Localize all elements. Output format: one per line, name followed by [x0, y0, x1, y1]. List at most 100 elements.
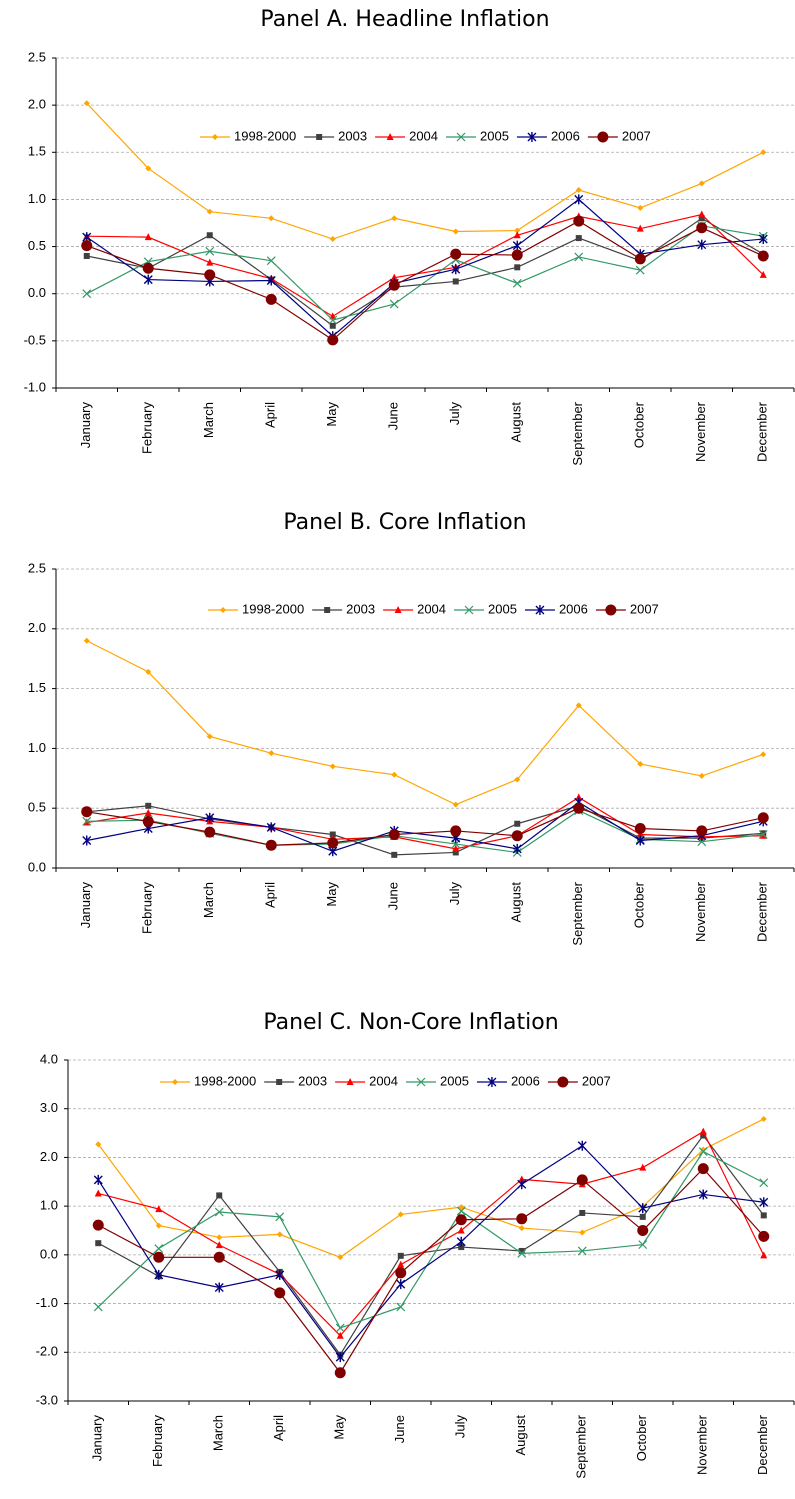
series-line: [86, 225, 764, 321]
data-point: [577, 1246, 587, 1256]
data-point: [452, 844, 460, 852]
y-tick-label: 1.5: [28, 680, 46, 695]
x-tick-label: February: [150, 1415, 165, 1468]
y-tick-label: 0.5: [28, 238, 46, 253]
data-point: [758, 830, 768, 839]
data-point: [82, 289, 92, 299]
data-point: [336, 1331, 344, 1339]
data-point: [514, 227, 521, 234]
data-point: [390, 273, 398, 281]
data-point: [395, 1267, 407, 1279]
data-point: [388, 829, 400, 841]
data-point: [205, 246, 215, 256]
data-point: [575, 235, 582, 242]
data-point: [213, 1251, 225, 1263]
legend-marker: [527, 132, 537, 142]
data-point: [514, 776, 521, 783]
data-point: [92, 1219, 104, 1231]
data-point: [397, 1260, 405, 1268]
chart-title: Panel A. Headline Inflation: [260, 7, 549, 32]
legend-label: 2003: [346, 601, 375, 616]
data-point: [760, 1115, 767, 1122]
data-point: [206, 258, 214, 266]
data-point: [216, 1234, 223, 1241]
data-point: [450, 248, 462, 260]
legend-label: 1998-2000: [234, 128, 296, 143]
x-tick-label: April: [263, 402, 278, 428]
data-point: [637, 204, 644, 211]
data-point: [216, 1192, 223, 1199]
data-point: [452, 801, 459, 808]
data-point: [329, 831, 336, 838]
legend-marker: [535, 605, 545, 615]
legend-label: 2004: [369, 1073, 398, 1088]
x-tick-label: July: [447, 402, 462, 426]
data-point: [575, 702, 582, 709]
data-point: [145, 165, 152, 172]
data-point: [95, 1240, 102, 1247]
data-point: [328, 315, 338, 325]
series-line: [97, 1150, 765, 1329]
data-point: [698, 215, 705, 222]
data-point: [154, 1244, 164, 1253]
data-point: [95, 1141, 102, 1148]
legend-marker: [487, 1077, 497, 1087]
data-point: [700, 1146, 707, 1153]
data-point: [634, 253, 646, 265]
x-tick-label: October: [634, 1414, 649, 1461]
data-point: [697, 1163, 709, 1175]
legend-label: 2007: [622, 128, 651, 143]
data-point: [204, 269, 216, 281]
data-point: [457, 1226, 465, 1234]
legend-marker: [605, 604, 617, 616]
data-point: [155, 1222, 162, 1229]
data-point: [143, 274, 153, 285]
legend-marker: [220, 607, 226, 613]
x-tick-label: May: [324, 882, 339, 907]
data-point: [142, 262, 154, 274]
data-point: [397, 1252, 404, 1259]
x-tick-label: March: [201, 882, 216, 918]
data-point: [512, 843, 522, 854]
series-line: [86, 102, 764, 240]
y-tick-label: 1.0: [40, 1198, 58, 1213]
data-point: [512, 278, 522, 288]
x-tick-label: June: [386, 882, 401, 910]
data-point: [396, 1302, 406, 1312]
data-point: [576, 1174, 588, 1186]
data-point: [142, 815, 154, 827]
x-tick-label: March: [201, 402, 216, 438]
series-line: [86, 809, 764, 854]
data-point: [266, 256, 276, 266]
data-point: [452, 849, 459, 856]
x-tick-label: December: [755, 881, 770, 942]
data-point: [760, 1212, 767, 1219]
y-tick-label: 0.0: [28, 285, 46, 300]
data-point: [206, 208, 213, 215]
legend-marker: [212, 134, 218, 140]
legend-label: 2005: [480, 128, 509, 143]
data-point: [760, 149, 767, 156]
data-point: [758, 234, 768, 245]
y-tick-label: 1.5: [28, 144, 46, 159]
series-line: [86, 198, 764, 337]
y-tick-label: 1.0: [28, 191, 46, 206]
y-tick-label: -0.5: [24, 332, 46, 347]
data-point: [265, 293, 277, 305]
data-point: [388, 279, 400, 291]
data-point: [451, 264, 461, 275]
data-point: [575, 793, 583, 801]
x-tick-label: January: [78, 882, 93, 929]
data-point: [635, 835, 645, 846]
data-point: [155, 1205, 163, 1213]
data-point: [81, 240, 93, 252]
x-tick-label: December: [755, 1414, 770, 1475]
data-point: [637, 1225, 649, 1236]
x-tick-label: July: [447, 882, 462, 906]
series-line: [86, 220, 764, 341]
data-point: [757, 812, 769, 824]
data-point: [760, 751, 767, 758]
data-point: [518, 1225, 525, 1232]
data-point: [757, 250, 769, 262]
data-point: [456, 1206, 466, 1216]
